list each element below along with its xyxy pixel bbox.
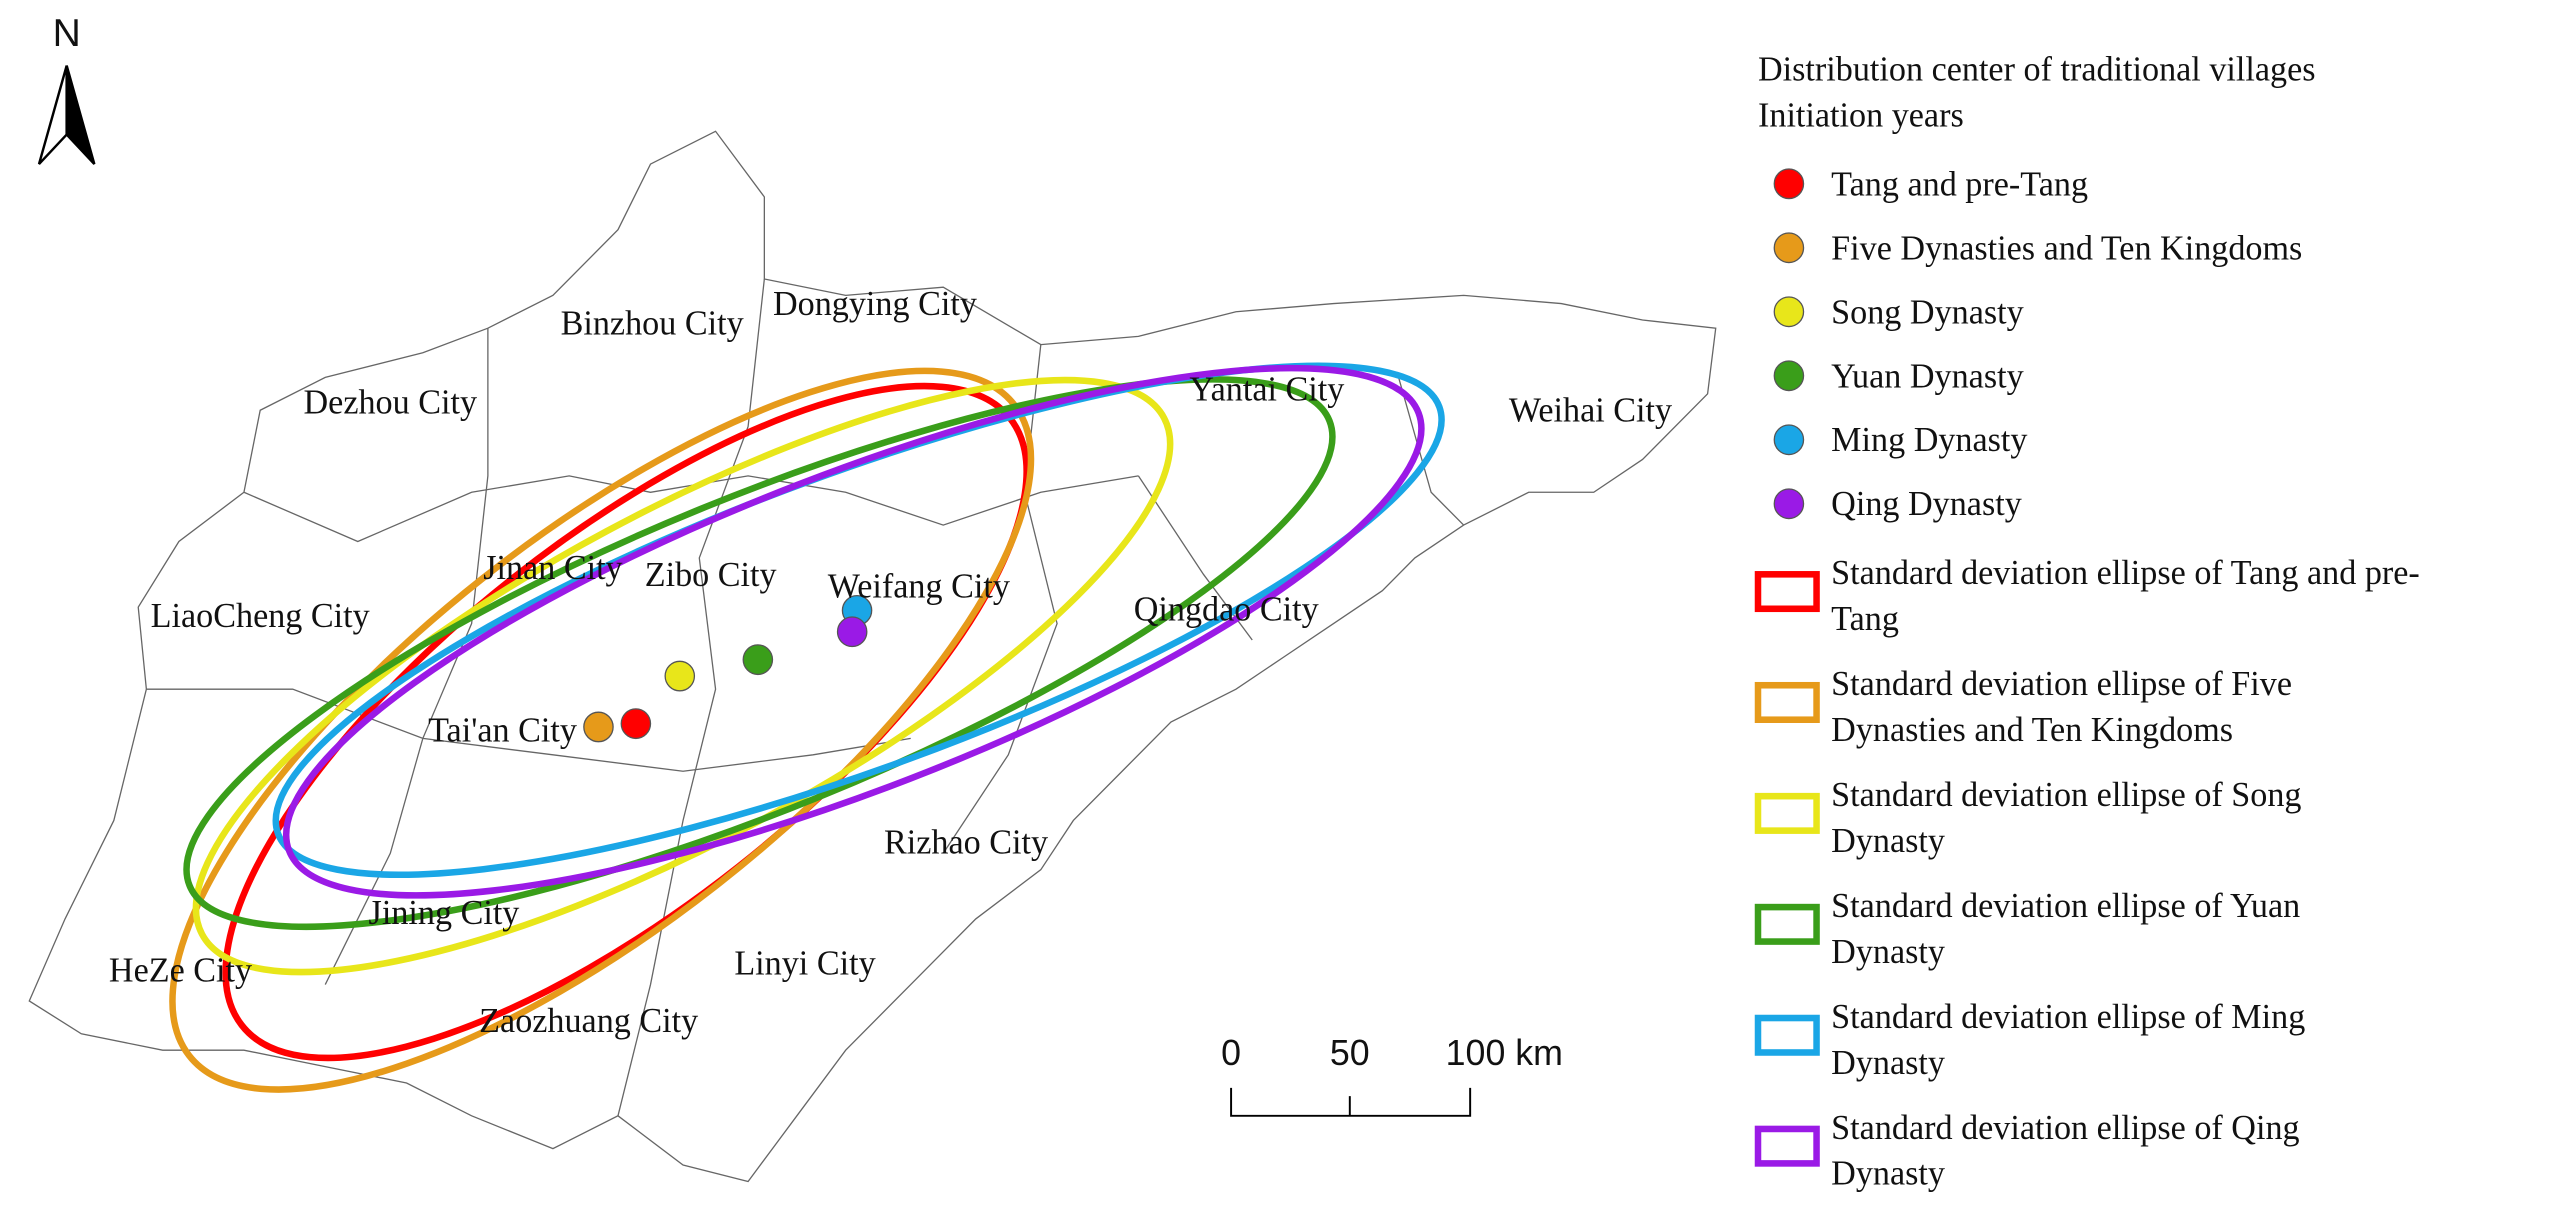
north-arrow: N <box>37 12 96 165</box>
legend-label: Ming Dynasty <box>1831 421 2028 459</box>
legend-ellipse-swatch <box>1754 1125 1820 1167</box>
std-ellipse <box>282 364 1425 899</box>
legend-label: Song Dynasty <box>1831 293 2024 331</box>
city-label: Weifang City <box>828 567 1011 605</box>
legend-label: Five Dynasties and Ten Kingdoms <box>1831 229 2302 267</box>
center-point <box>664 660 696 692</box>
legend-label: Standard deviation ellipse of Five <box>1831 665 2292 703</box>
legend: Distribution center of traditional villa… <box>1754 50 2420 1193</box>
legend-point <box>1773 296 1805 328</box>
legend-ellipse-swatch <box>1754 792 1820 834</box>
center-point <box>836 616 868 648</box>
scale-bar <box>1230 1087 1472 1117</box>
city-labels: Dongying City Binzhou City Dezhou City Yant… <box>109 285 1673 1040</box>
legend-title: Distribution center of traditional villa… <box>1758 50 2316 88</box>
city-label: LiaoCheng City <box>151 597 371 635</box>
legend-label: Dynasty <box>1831 1044 1946 1082</box>
city-label: Zaozhuang City <box>479 1002 699 1040</box>
city-label: Linyi City <box>734 945 876 983</box>
legend-point <box>1773 488 1805 520</box>
city-label: Dezhou City <box>304 383 478 421</box>
scale-label: 0 <box>1221 1032 1241 1073</box>
city-label: Dongying City <box>773 285 978 323</box>
legend-point <box>1773 168 1805 200</box>
legend-label: Yuan Dynasty <box>1831 357 2024 395</box>
legend-ellipse-swatch <box>1754 681 1820 723</box>
center-point <box>620 708 652 740</box>
city-label: HeZe City <box>109 951 253 989</box>
legend-label: Qing Dynasty <box>1831 485 2022 523</box>
legend-label: Standard deviation ellipse of Qing <box>1831 1109 2299 1147</box>
legend-ellipse-swatch <box>1754 571 1820 613</box>
north-arrow-right <box>65 65 96 165</box>
center-point <box>583 711 614 743</box>
center-point <box>742 644 774 676</box>
north-label: N <box>53 12 81 55</box>
ellipse-layer <box>169 362 1445 1093</box>
scale-labels: 0 50 100 km <box>1221 1032 1563 1073</box>
std-ellipse <box>183 376 1336 931</box>
scale-label: 50 <box>1330 1032 1370 1073</box>
city-label: Jinan City <box>483 549 623 587</box>
legend-label: Dynasty <box>1831 1155 1946 1193</box>
legend-title: Initiation years <box>1758 96 1964 134</box>
point-layer <box>583 594 873 743</box>
legend-label: Dynasty <box>1831 933 1946 971</box>
legend-ellipse-swatch <box>1754 903 1820 945</box>
legend-point <box>1773 424 1805 456</box>
legend-label: Standard deviation ellipse of Ming <box>1831 998 2305 1036</box>
scale-bar-line <box>1230 1087 1472 1117</box>
city-label: Jining City <box>369 894 521 932</box>
city-label: Tai'an City <box>428 712 578 750</box>
scale-label: 100 km <box>1446 1032 1563 1073</box>
legend-ellipse-swatch <box>1754 1014 1820 1056</box>
legend-label: Dynasty <box>1831 822 1946 860</box>
legend-label: Standard deviation ellipse of Song <box>1831 776 2301 814</box>
city-label: Binzhou City <box>561 305 745 343</box>
legend-label: Tang and pre-Tang <box>1831 165 2088 203</box>
legend-label: Standard deviation ellipse of Tang and p… <box>1831 554 2420 592</box>
legend-point <box>1773 232 1805 264</box>
city-label: Rizhao City <box>884 823 1049 861</box>
city-label: Weihai City <box>1509 392 1673 430</box>
north-arrow-left <box>37 65 68 165</box>
legend-point <box>1773 360 1805 392</box>
city-label: Zibo City <box>645 556 778 594</box>
legend-label: Standard deviation ellipse of Yuan <box>1831 887 2300 925</box>
city-label: Qingdao City <box>1134 590 1320 628</box>
legend-label: Tang <box>1831 600 1899 638</box>
city-label: Yantai City <box>1189 370 1345 408</box>
legend-label: Dynasties and Ten Kingdoms <box>1831 711 2233 749</box>
